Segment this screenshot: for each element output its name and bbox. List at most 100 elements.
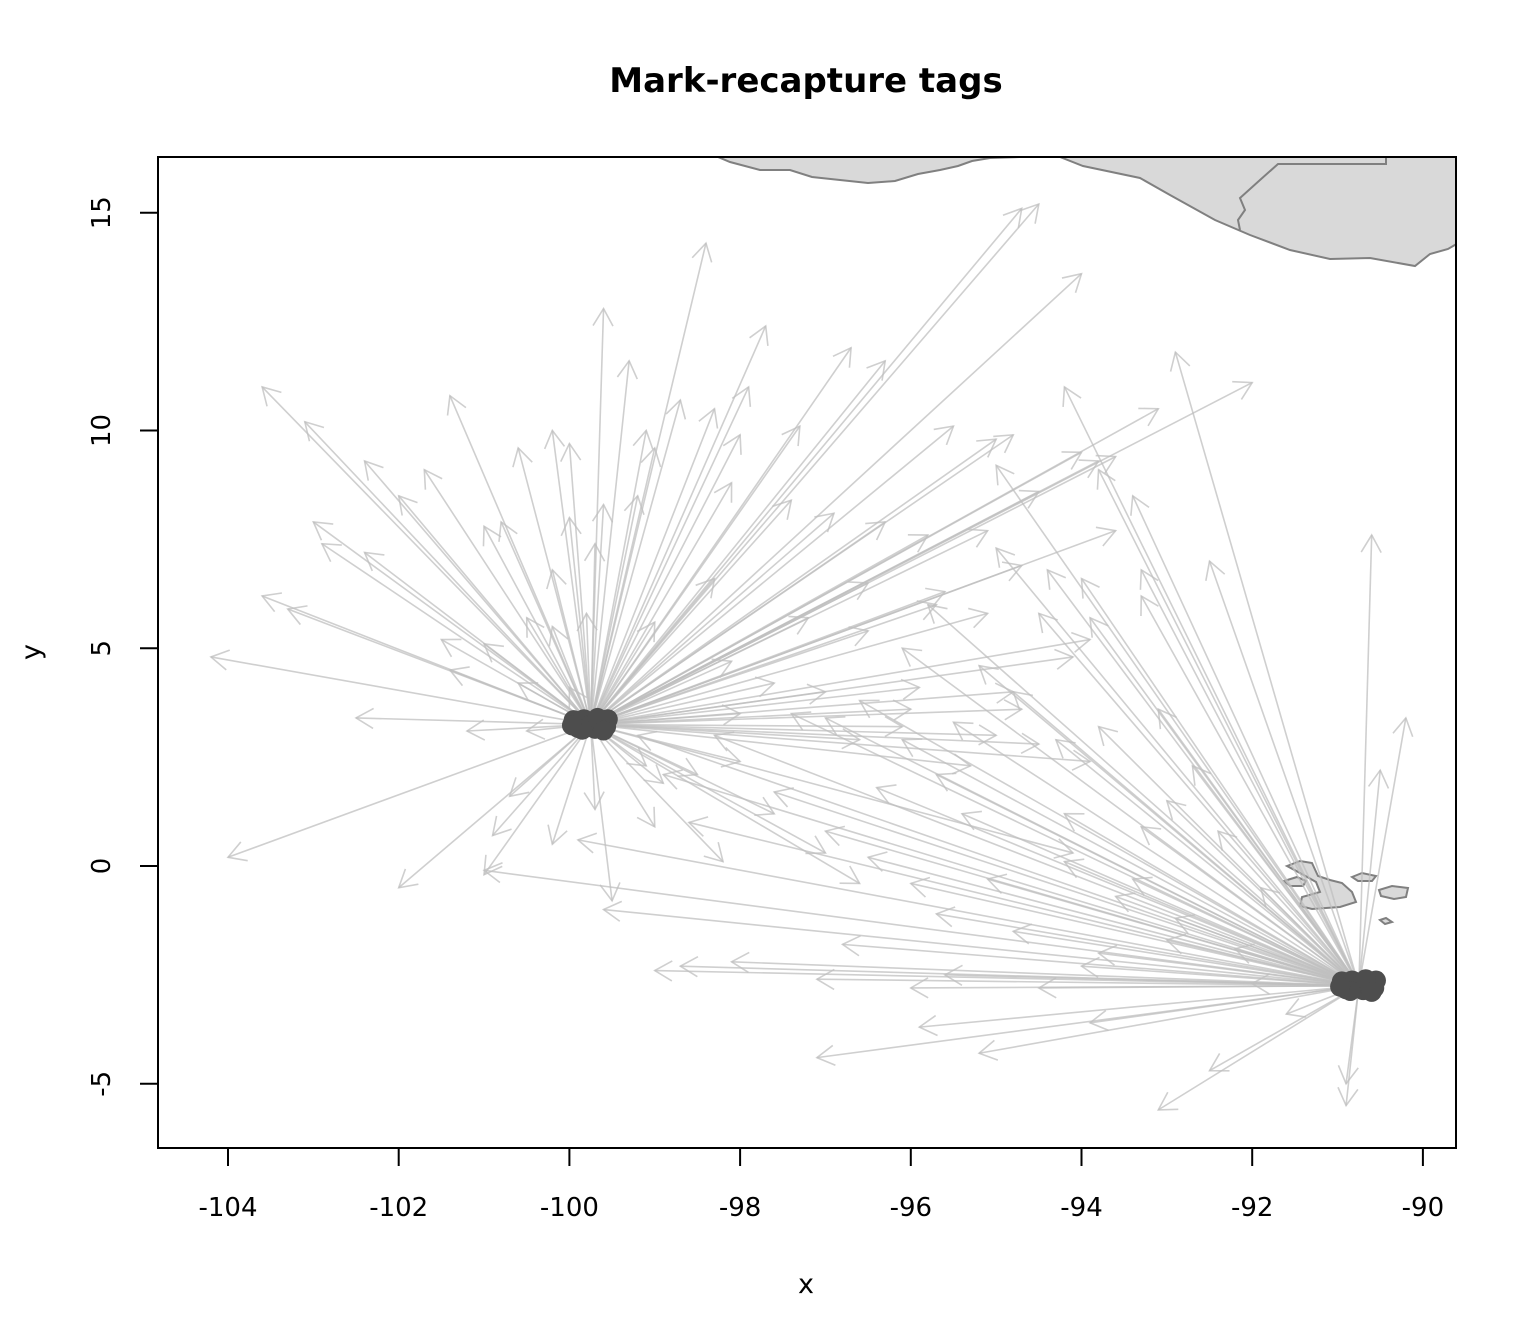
tag-arrow-site1-34 xyxy=(423,468,592,725)
tag-arrow-site2-72 xyxy=(1165,799,1360,987)
tag-arrow-site2-7 xyxy=(1358,533,1382,986)
tag-arrow-site2-46 xyxy=(1165,933,1360,987)
tag-arrow-site2-67 xyxy=(858,699,1360,987)
x-axis: -104 -102 -100 -98 -96 -94 -92 -90 xyxy=(198,1147,1444,1223)
x-axis-label: x xyxy=(798,1269,814,1300)
tag-arrow-site1-23 xyxy=(590,425,955,726)
tag-arrow-site1-58 xyxy=(590,615,810,726)
tag-arrow-site2-75 xyxy=(1054,738,1360,987)
tag-arrow-site1-50 xyxy=(590,533,930,726)
x-tick-label: -94 xyxy=(1060,1193,1102,1223)
mainland-coast xyxy=(717,157,1456,268)
x-tick-label: -96 xyxy=(890,1193,932,1223)
tag-arrows xyxy=(209,202,1414,1111)
tag-arrow-site2-34 xyxy=(1216,829,1360,987)
tag-arrow-site2-42 xyxy=(1062,858,1360,987)
tag-arrow-site1-15 xyxy=(589,359,639,725)
tag-arrow-site2-66 xyxy=(943,964,1359,987)
tag-arrow-site2-9 xyxy=(1130,494,1360,987)
tag-arrow-site2-11 xyxy=(1205,559,1360,987)
tag-arrow-site2-40 xyxy=(866,851,1360,987)
release-point-site2-10 xyxy=(1330,976,1351,997)
tag-arrow-site2-55 xyxy=(977,984,1360,1061)
tag-arrow-site2-10 xyxy=(1096,468,1360,987)
tag-arrow-site1-22 xyxy=(590,272,1083,726)
tag-arrow-site1-46 xyxy=(590,481,733,725)
island-santa-cruz xyxy=(1377,884,1410,901)
tag-arrow-site2-28 xyxy=(661,769,1360,987)
tag-arrow-site2-48 xyxy=(840,935,1359,987)
tag-arrow-site2-69 xyxy=(900,647,1360,987)
tag-arrow-site1-20 xyxy=(590,207,1023,725)
tag-arrow-site1-95 xyxy=(590,715,904,738)
tag-arrow-site2-38 xyxy=(482,861,1359,987)
tag-arrow-site1-104 xyxy=(589,398,687,725)
tag-arrow-site1-80 xyxy=(547,724,592,846)
tag-arrow-site1-10 xyxy=(397,723,592,889)
tag-arrow-site1-32 xyxy=(560,441,592,725)
tag-arrow-site2-14 xyxy=(995,464,1360,987)
island-santiago xyxy=(1349,871,1378,882)
tag-arrow-site2-56 xyxy=(917,984,1359,1037)
tag-arrow-site1-59 xyxy=(590,626,870,726)
release-point-site1-10 xyxy=(561,715,582,736)
tag-arrow-site2-1 xyxy=(1337,985,1360,1108)
x-tick-label: -102 xyxy=(369,1193,428,1223)
x-tick-label: -92 xyxy=(1231,1193,1273,1223)
tag-arrow-site2-17 xyxy=(1080,577,1360,987)
tag-arrow-site1-43 xyxy=(583,542,606,725)
tag-arrow-site1-39 xyxy=(363,551,592,726)
tag-arrow-site1-21 xyxy=(590,202,1040,725)
x-tick-label: -98 xyxy=(719,1193,761,1223)
tag-arrow-site1-92 xyxy=(590,577,716,725)
tag-arrow-site1-48 xyxy=(590,512,836,726)
tag-arrow-site2-76 xyxy=(934,772,1360,987)
tag-arrow-site1-4 xyxy=(320,542,592,726)
tag-arrow-site2-68 xyxy=(977,664,1360,987)
tag-arrow-site2-64 xyxy=(1114,892,1360,987)
tag-arrow-site1-7 xyxy=(354,707,591,730)
tag-arrow-site1-60 xyxy=(590,607,990,726)
tag-arrow-site2-13 xyxy=(1062,385,1360,987)
tag-arrow-site1-2 xyxy=(303,420,592,726)
tag-arrow-site2-8 xyxy=(1169,350,1360,986)
tag-arrow-site1-98 xyxy=(590,723,1092,771)
tag-arrow-site2-12 xyxy=(1139,568,1360,987)
tag-arrow-site2-27 xyxy=(636,730,1360,987)
y-tick-label: 5 xyxy=(87,640,117,657)
x-tick-label: -104 xyxy=(198,1193,257,1223)
tag-arrow-site1-45 xyxy=(589,446,662,725)
tag-arrow-site1-11 xyxy=(483,723,592,877)
y-tick-label: 0 xyxy=(87,858,117,875)
y-axis: -5 0 5 10 15 xyxy=(87,196,159,1097)
x-tick-label: -90 xyxy=(1402,1193,1444,1223)
tag-arrow-site1-100 xyxy=(590,699,1024,726)
tag-arrow-site2-73 xyxy=(1037,612,1360,987)
land-layer xyxy=(717,157,1456,926)
tag-arrow-site2-6 xyxy=(1358,768,1390,986)
tag-arrow-site1-79 xyxy=(583,724,605,811)
tag-arrow-site1-41 xyxy=(548,624,592,725)
island-floreana xyxy=(1377,916,1395,926)
tag-arrow-site2-26 xyxy=(713,731,1360,987)
tag-arrow-site1-91 xyxy=(590,620,656,725)
tag-arrow-site1-44 xyxy=(589,494,645,725)
tag-arrow-site1-88 xyxy=(560,516,592,725)
tag-arrow-site1-17 xyxy=(590,324,769,725)
release-points xyxy=(561,707,1386,1002)
tag-arrow-site1-97 xyxy=(590,723,1041,755)
tag-arrow-site2-70 xyxy=(789,711,1360,987)
tag-arrow-site1-76 xyxy=(590,723,725,863)
tag-arrow-site1-47 xyxy=(590,498,793,725)
tag-arrow-site1-107 xyxy=(590,424,801,725)
tag-arrow-site2-74 xyxy=(995,546,1360,987)
x-tick-label: -100 xyxy=(540,1193,599,1223)
y-tick-label: 10 xyxy=(87,414,117,447)
tag-arrow-site1-75 xyxy=(590,723,861,885)
tag-arrow-site1-89 xyxy=(512,446,592,725)
tag-arrow-site1-101 xyxy=(590,631,1092,726)
chart-title: Mark-recapture tags xyxy=(609,61,1002,101)
tag-arrow-site1-103 xyxy=(590,433,1015,726)
y-tick-label: 15 xyxy=(87,196,117,229)
